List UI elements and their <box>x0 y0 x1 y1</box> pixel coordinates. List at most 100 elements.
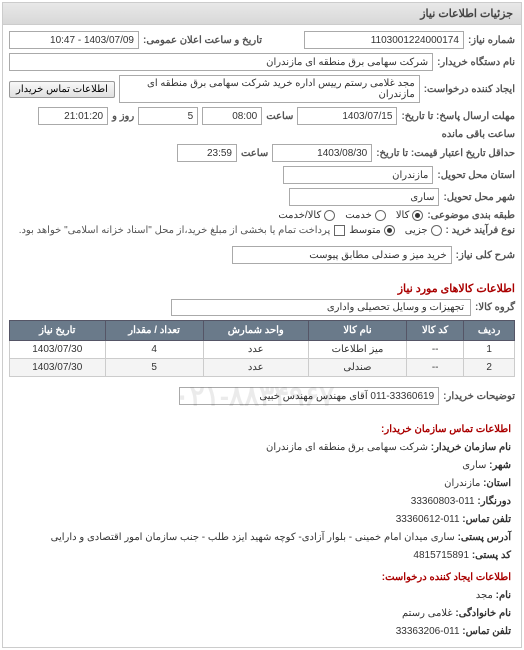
province-field: مازندران <box>283 166 433 184</box>
th-name: نام کالا <box>308 321 406 341</box>
deadline-time-field: 08:00 <box>202 107 262 125</box>
remain-time-field: 21:01:20 <box>38 107 108 125</box>
th-row: ردیف <box>464 321 515 341</box>
deadline-date-field: 1403/07/15 <box>297 107 397 125</box>
r-name-label: نام: <box>496 590 511 601</box>
r-phone: 011-33363206 <box>396 626 460 637</box>
goods-section-title: اطلاعات کالاهای مورد نیاز <box>9 282 515 295</box>
treasury-checkbox[interactable] <box>334 225 345 236</box>
buyer-note-field: 011-33360619 آقای مهندس مهندس خبیی <box>179 387 439 405</box>
r-phone-label: تلفن تماس: <box>462 626 511 637</box>
category-radio-group: کالا خدمت کالا/خدمت <box>278 210 423 221</box>
c-postal: 4815715891 <box>413 550 469 561</box>
c-phone-label: تلفن تماس: <box>462 514 511 525</box>
c-fax: 011-33360803 <box>411 496 475 507</box>
category-label: طبقه بندی موضوعی: <box>427 210 515 221</box>
requester-field: مجد غلامی رستم رییس اداره خرید شرکت سهام… <box>119 75 420 103</box>
c-city-label: شهر: <box>489 460 511 471</box>
radio-dot-icon <box>324 210 335 221</box>
subject-field: خرید میز و صندلی مطابق پیوست <box>232 246 452 264</box>
th-date: تاریخ نیاز <box>10 321 106 341</box>
process-radio-group: جزیی متوسط <box>349 225 441 236</box>
cell: 5 <box>105 359 203 377</box>
validity-time-field: 23:59 <box>177 144 237 162</box>
cell: -- <box>407 341 464 359</box>
request-no-label: شماره نیاز: <box>468 35 515 46</box>
th-qty: تعداد / مقدار <box>105 321 203 341</box>
time-label-2: ساعت <box>241 148 268 159</box>
radio-goods[interactable]: کالا <box>396 210 424 221</box>
th-unit: واحد شمارش <box>203 321 308 341</box>
c-postal-label: کد پستی: <box>472 550 511 561</box>
c-org: شرکت سهامی برق منطقه ای مازندران <box>266 442 428 453</box>
province-label: استان محل تحویل: <box>437 170 515 181</box>
group-label: گروه کالا: <box>475 302 515 313</box>
cell: 1 <box>464 341 515 359</box>
cell: عدد <box>203 341 308 359</box>
c-province: مازندران <box>444 478 480 489</box>
cell: عدد <box>203 359 308 377</box>
table-row: 1 -- میز اطلاعات عدد 4 1403/07/30 <box>10 341 515 359</box>
radio-medium[interactable]: متوسط <box>349 225 394 236</box>
cell: 1403/07/30 <box>10 341 106 359</box>
r-lname: غلامی رستم <box>402 608 453 619</box>
buyer-note-label: توضیحات خریدار: <box>443 391 515 402</box>
announce-dt-label: تاریخ و ساعت اعلان عمومی: <box>143 35 262 46</box>
goods-table: ردیف کد کالا نام کالا واحد شمارش تعداد /… <box>9 320 515 377</box>
c-phone: 011-33360612 <box>396 514 460 525</box>
table-row: 2 -- صندلی عدد 5 1403/07/30 <box>10 359 515 377</box>
radio-dot-icon <box>384 225 395 236</box>
process-label: نوع فرآیند خرید : <box>446 225 515 236</box>
city-label: شهر محل تحویل: <box>443 192 515 203</box>
contact-section-title: اطلاعات تماس سازمان خریدار: <box>13 421 511 439</box>
subject-label: شرح کلی نیاز: <box>456 250 515 261</box>
validity-date-field: 1403/08/30 <box>272 144 372 162</box>
radio-dot-icon <box>375 210 386 221</box>
cell: -- <box>407 359 464 377</box>
c-city: ساری <box>462 460 486 471</box>
r-name: مجد <box>476 590 493 601</box>
requester-label: ایجاد کننده درخواست: <box>424 84 515 95</box>
radio-dot-icon <box>412 210 423 221</box>
process-note: پرداخت تمام یا بخشی از مبلغ خرید،از محل … <box>19 225 331 236</box>
cell: صندلی <box>308 359 406 377</box>
details-panel: جزئیات اطلاعات نیاز شماره نیاز: 11030012… <box>2 2 522 648</box>
announce-dt-field: 1403/07/09 - 10:47 <box>9 31 139 49</box>
contact-info-block: اطلاعات تماس سازمان خریدار: نام سازمان خ… <box>3 415 521 647</box>
request-no-field: 1103001224000174 <box>304 31 464 49</box>
cell: 1403/07/30 <box>10 359 106 377</box>
buyer-org-field: شرکت سهامی برق منطقه ای مازندران <box>9 53 433 71</box>
deadline-label: مهلت ارسال پاسخ: تا تاریخ: <box>401 111 515 122</box>
c-org-label: نام سازمان خریدار: <box>431 442 511 453</box>
cell: 4 <box>105 341 203 359</box>
table-header-row: ردیف کد کالا نام کالا واحد شمارش تعداد /… <box>10 321 515 341</box>
panel-title: جزئیات اطلاعات نیاز <box>3 3 521 25</box>
city-field: ساری <box>289 188 439 206</box>
radio-small[interactable]: جزیی <box>405 225 442 236</box>
cell: 2 <box>464 359 515 377</box>
c-addr-label: آدرس پستی: <box>458 532 511 543</box>
radio-both[interactable]: کالا/خدمت <box>278 210 335 221</box>
radio-service[interactable]: خدمت <box>345 210 386 221</box>
days-label: روز و <box>112 111 134 122</box>
requester-section-title: اطلاعات ایجاد کننده درخواست: <box>13 569 511 587</box>
radio-goods-label: کالا <box>396 210 410 221</box>
time-label-1: ساعت <box>266 111 293 122</box>
contact-buyer-button[interactable]: اطلاعات تماس خریدار <box>9 81 115 98</box>
radio-both-label: کالا/خدمت <box>278 210 321 221</box>
radio-small-label: جزیی <box>405 225 428 236</box>
buyer-org-label: نام دستگاه خریدار: <box>437 57 515 68</box>
c-province-label: استان: <box>483 478 511 489</box>
radio-service-label: خدمت <box>345 210 372 221</box>
radio-dot-icon <box>431 225 442 236</box>
c-fax-label: دورنگار: <box>477 496 511 507</box>
remain-label: ساعت باقی مانده <box>442 129 515 140</box>
days-remaining-field: 5 <box>138 107 198 125</box>
cell: میز اطلاعات <box>308 341 406 359</box>
validity-label: حداقل تاریخ اعتبار قیمت: تا تاریخ: <box>376 148 515 159</box>
r-lname-label: نام خانوادگی: <box>455 608 511 619</box>
radio-medium-label: متوسط <box>349 225 380 236</box>
group-field: تجهیزات و وسایل تحصیلی واداری <box>171 299 471 316</box>
form-area: شماره نیاز: 1103001224000174 تاریخ و ساع… <box>3 25 521 274</box>
th-code: کد کالا <box>407 321 464 341</box>
